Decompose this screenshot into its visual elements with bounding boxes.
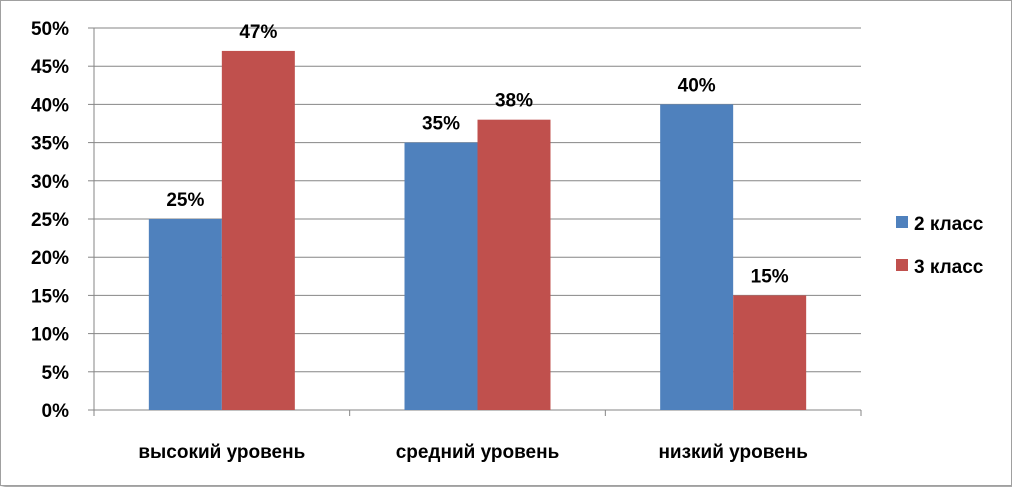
y-tick-label: 30% [31, 172, 69, 193]
data-label: 35% [422, 114, 460, 135]
data-label: 47% [239, 22, 277, 43]
category-label: средний уровень [396, 442, 560, 463]
bar-2-3 [733, 295, 807, 410]
bar-1-1 [148, 219, 222, 410]
legend-swatch [896, 216, 908, 228]
y-tick-label: 40% [31, 95, 69, 116]
y-tick-label: 50% [31, 19, 69, 40]
legend-swatch [896, 259, 908, 271]
y-tick-label: 25% [31, 210, 69, 231]
category-label: высокий уровень [138, 442, 305, 463]
bar-1-2 [404, 142, 478, 410]
y-tick-label: 15% [31, 286, 69, 307]
legend-label: 2 класс [914, 214, 984, 235]
bars [148, 50, 807, 411]
legend-label: 3 класс [914, 257, 984, 278]
data-labels: 25% 47% 35% 38% 40% 15% [166, 22, 788, 287]
data-label: 15% [751, 266, 789, 287]
bar-2-2 [477, 119, 551, 411]
legend: 2 класс 3 класс [896, 214, 984, 278]
data-label: 38% [495, 91, 533, 112]
y-tick-label: 0% [42, 401, 70, 422]
data-label: 25% [166, 190, 204, 211]
y-axis-ticks: 0% 5% 10% 15% 20% 25% 30% 35% 40% 45% 50% [31, 19, 69, 422]
y-tick-label: 5% [42, 363, 70, 384]
y-tick-label: 20% [31, 248, 69, 269]
bar-2-1 [221, 50, 295, 411]
y-tick-label: 45% [31, 57, 69, 78]
data-label: 40% [678, 75, 716, 96]
bar-1-3 [660, 104, 734, 411]
category-label: низкий уровень [658, 442, 807, 463]
y-tick-label: 10% [31, 325, 69, 346]
y-tick-label: 35% [31, 134, 69, 155]
x-axis-categories: высокий уровень средний уровень низкий уро… [138, 442, 808, 463]
